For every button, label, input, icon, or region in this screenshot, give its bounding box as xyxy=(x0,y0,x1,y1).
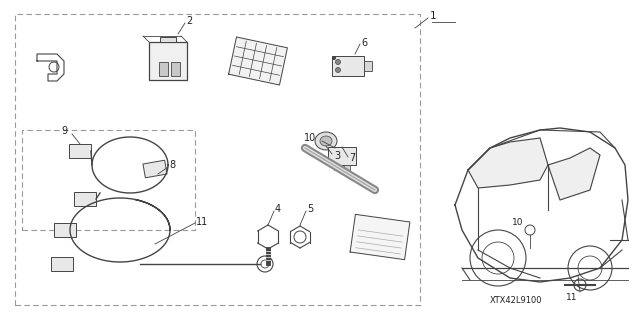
Circle shape xyxy=(335,68,340,72)
Text: 6: 6 xyxy=(361,38,367,48)
Text: 3: 3 xyxy=(334,151,340,161)
Bar xyxy=(344,165,350,170)
Text: 1: 1 xyxy=(430,11,436,21)
Bar xyxy=(328,147,356,165)
Text: 10: 10 xyxy=(304,133,316,143)
Bar xyxy=(22,130,195,230)
Circle shape xyxy=(332,56,336,60)
Circle shape xyxy=(335,60,340,64)
Bar xyxy=(171,62,180,76)
Polygon shape xyxy=(51,257,73,271)
Text: 8: 8 xyxy=(169,160,175,170)
Ellipse shape xyxy=(320,136,332,146)
Bar xyxy=(15,14,420,305)
Text: 10: 10 xyxy=(512,218,524,227)
Text: 11: 11 xyxy=(566,293,578,302)
Text: 11: 11 xyxy=(196,217,208,227)
Polygon shape xyxy=(228,37,287,85)
Bar xyxy=(160,37,176,42)
Bar xyxy=(159,62,168,76)
Polygon shape xyxy=(468,138,548,188)
Polygon shape xyxy=(350,214,410,260)
Polygon shape xyxy=(548,148,600,200)
Text: 7: 7 xyxy=(349,153,355,163)
Bar xyxy=(149,42,187,80)
Ellipse shape xyxy=(315,132,337,150)
Text: XTX42L9100: XTX42L9100 xyxy=(490,296,543,305)
Text: 5: 5 xyxy=(307,204,313,214)
Polygon shape xyxy=(69,144,91,158)
Polygon shape xyxy=(143,160,167,178)
Text: 2: 2 xyxy=(186,16,192,26)
Text: 4: 4 xyxy=(275,204,281,214)
Bar xyxy=(364,61,372,71)
Polygon shape xyxy=(74,192,96,206)
Polygon shape xyxy=(54,223,76,237)
Bar xyxy=(334,165,340,170)
Bar xyxy=(332,56,364,76)
Text: 9: 9 xyxy=(62,126,68,136)
